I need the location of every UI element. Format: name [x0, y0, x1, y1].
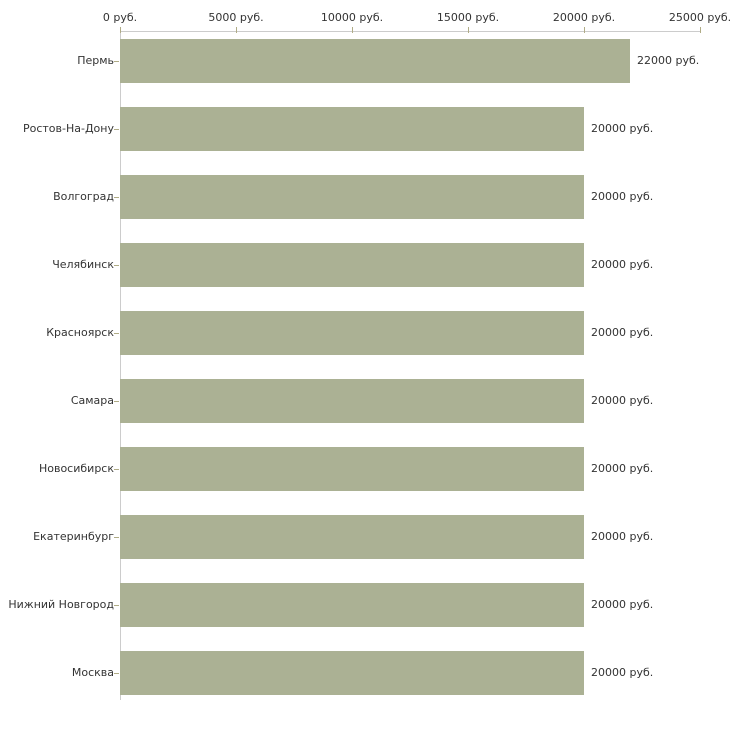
x-tick-mark — [120, 27, 121, 33]
y-tick-mark — [114, 537, 119, 538]
y-tick-mark — [114, 61, 119, 62]
bar — [120, 175, 584, 219]
y-tick-mark — [114, 605, 119, 606]
category-label: Ростов-На-Дону — [22, 122, 114, 135]
bar-value-label: 20000 руб. — [591, 326, 654, 339]
bar — [120, 243, 584, 287]
y-tick-mark — [114, 333, 119, 334]
category-label: Пермь — [77, 54, 114, 67]
bar — [120, 447, 584, 491]
x-tick-label: 10000 руб. — [320, 11, 384, 24]
x-axis-line — [120, 31, 700, 32]
bar-value-label: 22000 руб. — [637, 54, 700, 67]
bar — [120, 651, 584, 695]
y-tick-mark — [114, 401, 119, 402]
y-axis-line — [120, 31, 121, 700]
bar-value-label: 20000 руб. — [591, 530, 654, 543]
x-tick-label: 0 руб. — [102, 11, 138, 24]
x-tick-label: 15000 руб. — [436, 11, 500, 24]
x-tick-mark — [236, 27, 237, 33]
bar — [120, 39, 630, 83]
y-tick-mark — [114, 265, 119, 266]
y-tick-mark — [114, 673, 119, 674]
bar-value-label: 20000 руб. — [591, 394, 654, 407]
bar — [120, 107, 584, 151]
bar — [120, 311, 584, 355]
bar-value-label: 20000 руб. — [591, 462, 654, 475]
category-label: Челябинск — [52, 258, 114, 271]
bar — [120, 583, 584, 627]
x-tick-label: 20000 руб. — [552, 11, 616, 24]
category-label: Красноярск — [46, 326, 114, 339]
bar-value-label: 20000 руб. — [591, 190, 654, 203]
x-tick-mark — [700, 27, 701, 33]
category-label: Самара — [70, 394, 114, 407]
category-label: Нижний Новгород — [8, 598, 114, 611]
x-tick-label: 5000 руб. — [208, 11, 264, 24]
x-tick-mark — [352, 27, 353, 33]
y-tick-mark — [114, 129, 119, 130]
bar-value-label: 20000 руб. — [591, 598, 654, 611]
bar-value-label: 20000 руб. — [591, 122, 654, 135]
category-label: Москва — [71, 666, 114, 679]
category-label: Новосибирск — [38, 462, 114, 475]
x-tick-label: 25000 руб. — [668, 11, 730, 24]
category-label: Волгоград — [53, 190, 114, 203]
bar — [120, 515, 584, 559]
bar — [120, 379, 584, 423]
x-tick-mark — [468, 27, 469, 33]
bar-value-label: 20000 руб. — [591, 666, 654, 679]
bar-value-label: 20000 руб. — [591, 258, 654, 271]
y-tick-mark — [114, 469, 119, 470]
category-label: Екатеринбург — [33, 530, 114, 543]
x-tick-mark — [584, 27, 585, 33]
y-tick-mark — [114, 197, 119, 198]
